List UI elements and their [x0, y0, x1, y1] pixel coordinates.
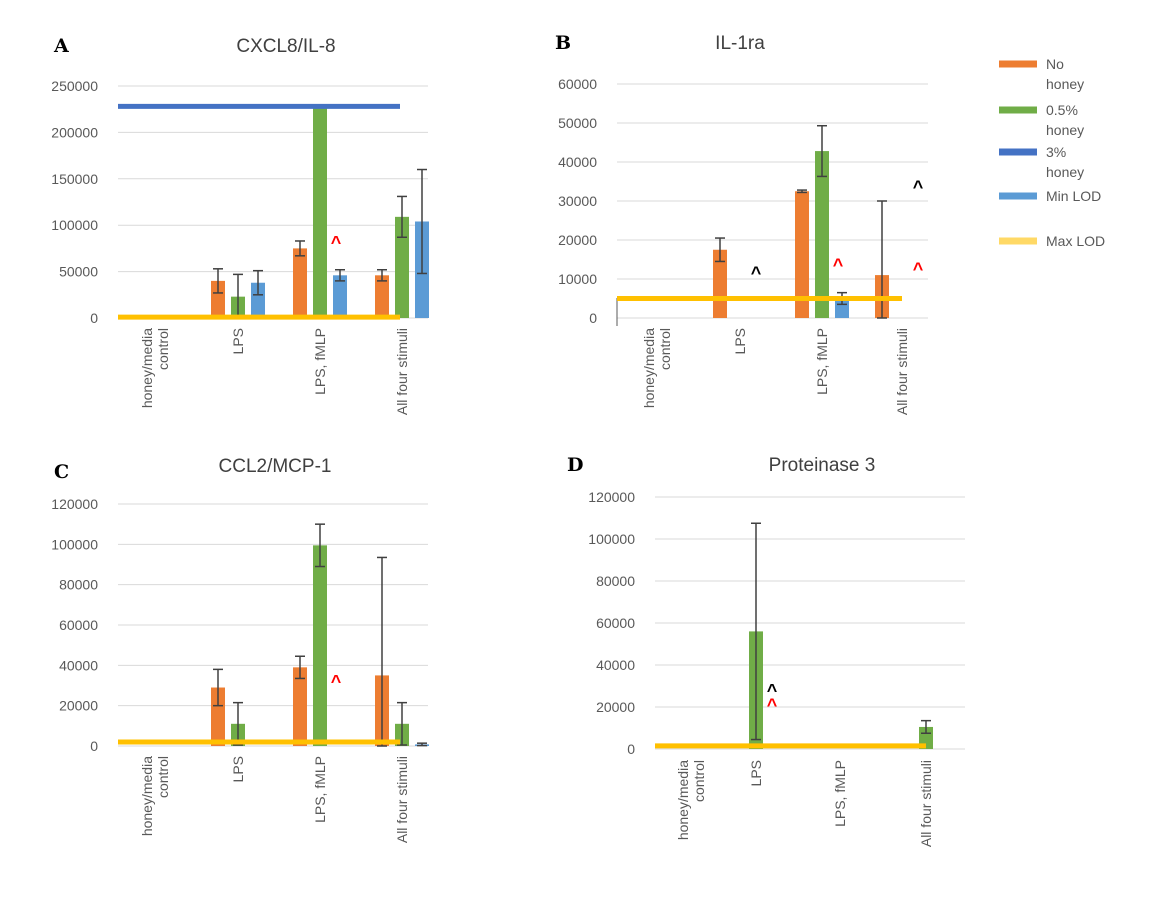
- x-tick-label: honey/media: [675, 760, 691, 840]
- y-tick-label: 50000: [558, 115, 597, 131]
- y-tick-label: 30000: [558, 193, 597, 209]
- y-tick-label: 100000: [51, 217, 98, 233]
- panel-D: D Proteinase 3 0 20000 40000 60000 80000 100000…: [567, 454, 965, 847]
- significance-marker: ^: [833, 255, 844, 275]
- y-tick-label: 250000: [51, 78, 98, 94]
- panel-letter: B: [555, 32, 571, 54]
- x-tick-label: LPS: [230, 328, 246, 354]
- bar: [293, 248, 307, 318]
- y-tick-label: 60000: [558, 76, 597, 92]
- panel-letter: A: [53, 35, 69, 57]
- bar: [293, 667, 307, 746]
- x-tick-label: control: [155, 756, 171, 798]
- legend-label: honey: [1046, 164, 1084, 180]
- x-tick-label: LPS, fMLP: [832, 760, 848, 827]
- legend-label: No: [1046, 56, 1064, 72]
- panel-B: B IL-1ra 0 10000 20000 30000 40000 50000 60000 ^ ^…: [555, 32, 928, 415]
- panel-letter: C: [54, 461, 69, 483]
- x-tick-label: All four stimuli: [918, 760, 934, 847]
- bar: [395, 216, 409, 318]
- y-tick-label: 150000: [51, 171, 98, 187]
- bar: [251, 282, 265, 318]
- y-tick-label: 100000: [588, 531, 635, 547]
- legend-label: honey: [1046, 122, 1084, 138]
- significance-marker: ^: [331, 232, 342, 252]
- y-tick-label: 20000: [59, 698, 98, 714]
- significance-marker: ^: [767, 695, 778, 715]
- x-tick-label: control: [657, 328, 673, 370]
- x-tick-label: control: [155, 328, 171, 370]
- y-tick-label: 10000: [558, 271, 597, 287]
- x-tick-label: LPS: [732, 328, 748, 354]
- legend: No honey 0.5% honey 3% honey Min LOD Max LOD: [999, 56, 1105, 249]
- panel-letter: D: [567, 454, 583, 476]
- x-tick-label: LPS: [748, 760, 764, 786]
- y-tick-label: 80000: [59, 577, 98, 593]
- y-tick-label: 40000: [558, 154, 597, 170]
- y-tick-label: 40000: [59, 657, 98, 673]
- bar: [333, 275, 347, 318]
- legend-label: 3%: [1046, 144, 1066, 160]
- significance-marker: ^: [751, 263, 762, 283]
- y-tick-label: 200000: [51, 124, 98, 140]
- bar: [375, 275, 389, 318]
- y-tick-label: 120000: [51, 496, 98, 512]
- y-tick-label: 0: [90, 738, 98, 754]
- y-tick-label: 20000: [596, 699, 635, 715]
- y-tick-label: 80000: [596, 573, 635, 589]
- y-tick-label: 100000: [51, 536, 98, 552]
- bar: [211, 687, 225, 746]
- x-tick-label: LPS: [230, 756, 246, 782]
- x-tick-label: honey/media: [641, 328, 657, 408]
- x-tick-label: LPS, fMLP: [814, 328, 830, 395]
- bar: [835, 298, 849, 318]
- x-tick-label: LPS, fMLP: [312, 756, 328, 823]
- chart-title: CCL2/MCP-1: [219, 456, 332, 477]
- y-tick-label: 120000: [588, 489, 635, 505]
- y-tick-label: 0: [90, 310, 98, 326]
- significance-marker: ^: [767, 681, 778, 701]
- significance-marker: ^: [913, 177, 924, 197]
- legend-label: Max LOD: [1046, 233, 1105, 249]
- chart-title: Proteinase 3: [769, 455, 876, 476]
- y-tick-label: 20000: [558, 232, 597, 248]
- legend-label: Min LOD: [1046, 188, 1101, 204]
- chart-title: IL-1ra: [715, 33, 765, 54]
- x-tick-label: control: [691, 760, 707, 802]
- y-tick-label: 40000: [596, 657, 635, 673]
- x-tick-label: All four stimuli: [394, 756, 410, 843]
- significance-marker: ^: [331, 672, 342, 692]
- significance-marker: ^: [913, 259, 924, 279]
- y-tick-label: 60000: [596, 615, 635, 631]
- bar: [313, 106, 327, 318]
- y-tick-label: 0: [627, 741, 635, 757]
- x-tick-label: LPS, fMLP: [312, 328, 328, 395]
- bar: [313, 545, 327, 746]
- x-tick-label: honey/media: [139, 756, 155, 836]
- x-tick-label: All four stimuli: [394, 328, 410, 415]
- y-tick-label: 50000: [59, 264, 98, 280]
- legend-label: honey: [1046, 76, 1084, 92]
- chart-title: CXCL8/IL-8: [236, 36, 335, 57]
- y-tick-label: 60000: [59, 617, 98, 633]
- legend-label: 0.5%: [1046, 102, 1078, 118]
- x-tick-label: All four stimuli: [894, 328, 910, 415]
- panel-A: A CXCL8/IL-8 0 50000 100000 150000 200000 25000…: [51, 35, 429, 415]
- panel-C: C CCL2/MCP-1 0 20000 40000 60000 80000 100000 12…: [51, 456, 429, 843]
- bar: [211, 280, 225, 318]
- bar: [815, 151, 829, 318]
- x-tick-label: honey/media: [139, 328, 155, 408]
- bar: [795, 191, 809, 318]
- y-tick-label: 0: [589, 310, 597, 326]
